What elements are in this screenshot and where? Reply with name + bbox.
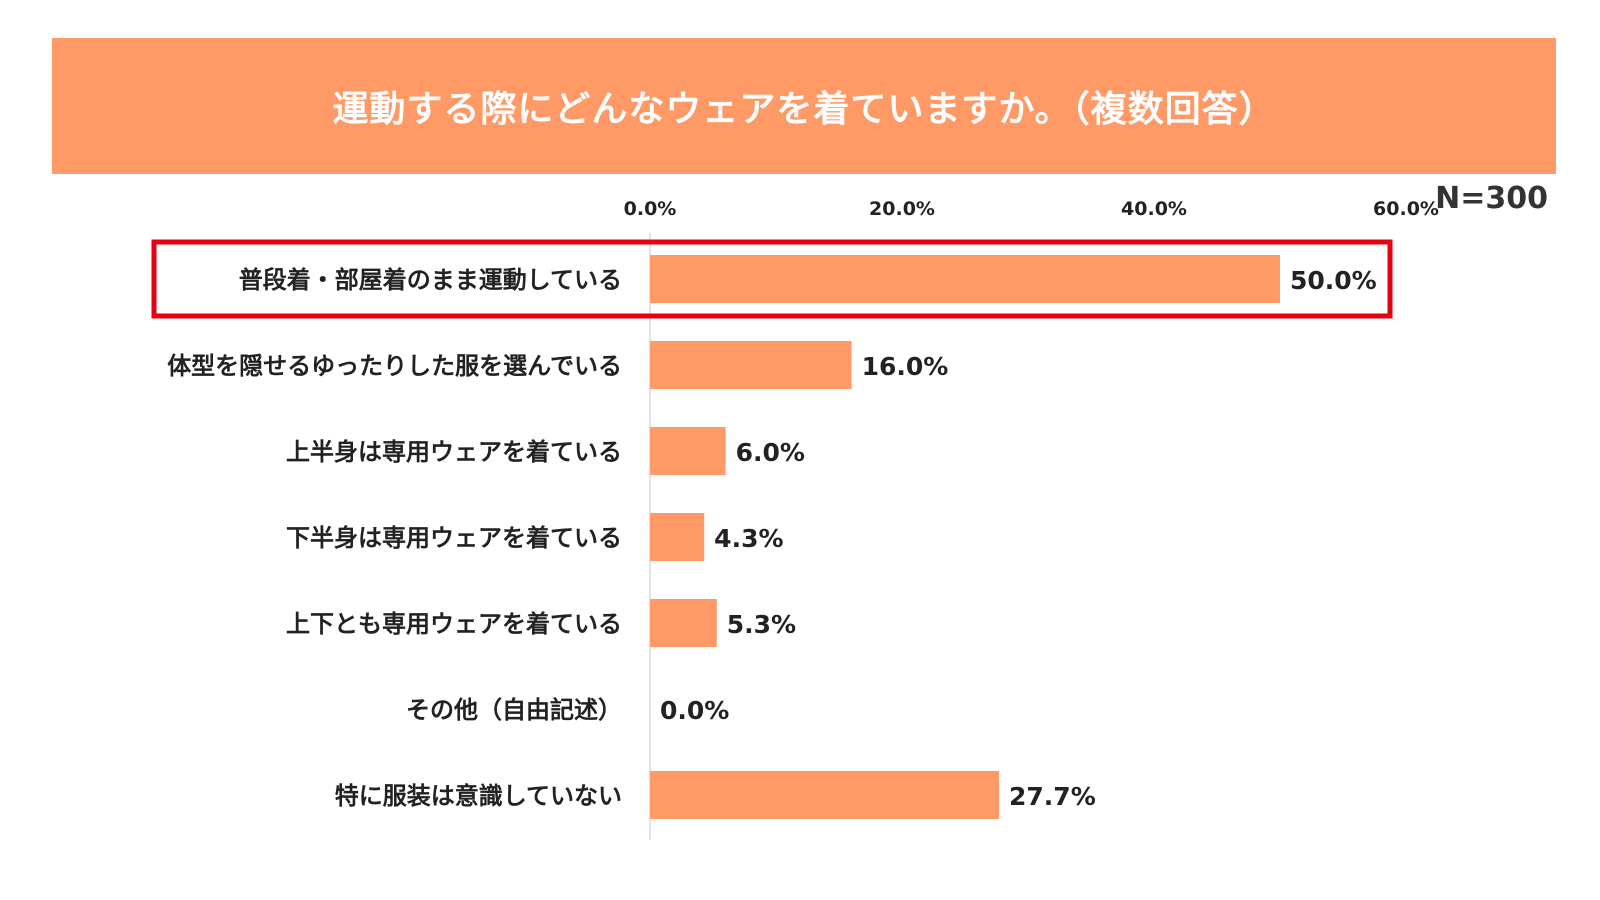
- bar: [650, 771, 1000, 819]
- data-label: 27.7%: [1009, 782, 1096, 811]
- sample-size-label: N=300: [1435, 181, 1548, 216]
- data-label: 4.3%: [714, 524, 783, 553]
- category-label: 普段着・部屋着のまま運動している: [239, 266, 622, 294]
- category-label: 上半身は専用ウェアを着ている: [286, 438, 622, 466]
- category-label: 上下とも専用ウェアを着ている: [286, 610, 622, 638]
- x-tick-label: 0.0%: [624, 198, 677, 220]
- x-tick-label: 40.0%: [1121, 198, 1187, 220]
- bar: [650, 341, 852, 389]
- bar: [650, 427, 726, 475]
- data-label: 5.3%: [727, 610, 796, 639]
- title-banner: 運動する際にどんなウェアを着ていますか。（複数回答）: [52, 38, 1556, 174]
- data-label: 0.0%: [660, 696, 729, 725]
- x-tick-label: 20.0%: [869, 198, 935, 220]
- bar: [650, 513, 705, 561]
- chart-title: 運動する際にどんなウェアを着ていますか。（複数回答）: [332, 89, 1276, 130]
- data-label: 16.0%: [862, 352, 949, 381]
- bar: [650, 599, 717, 647]
- data-label: 6.0%: [736, 438, 805, 467]
- category-label: 下半身は専用ウェアを着ている: [286, 524, 622, 552]
- category-label: 特に服装は意識していない: [335, 782, 622, 810]
- highlight-box: [151, 239, 1393, 319]
- bar: [650, 255, 1280, 303]
- x-tick-label: 60.0%: [1373, 198, 1439, 220]
- category-label: その他（自由記述）: [406, 696, 622, 724]
- data-label: 50.0%: [1290, 266, 1377, 295]
- category-label: 体型を隠せるゆったりした服を選んでいる: [167, 352, 622, 380]
